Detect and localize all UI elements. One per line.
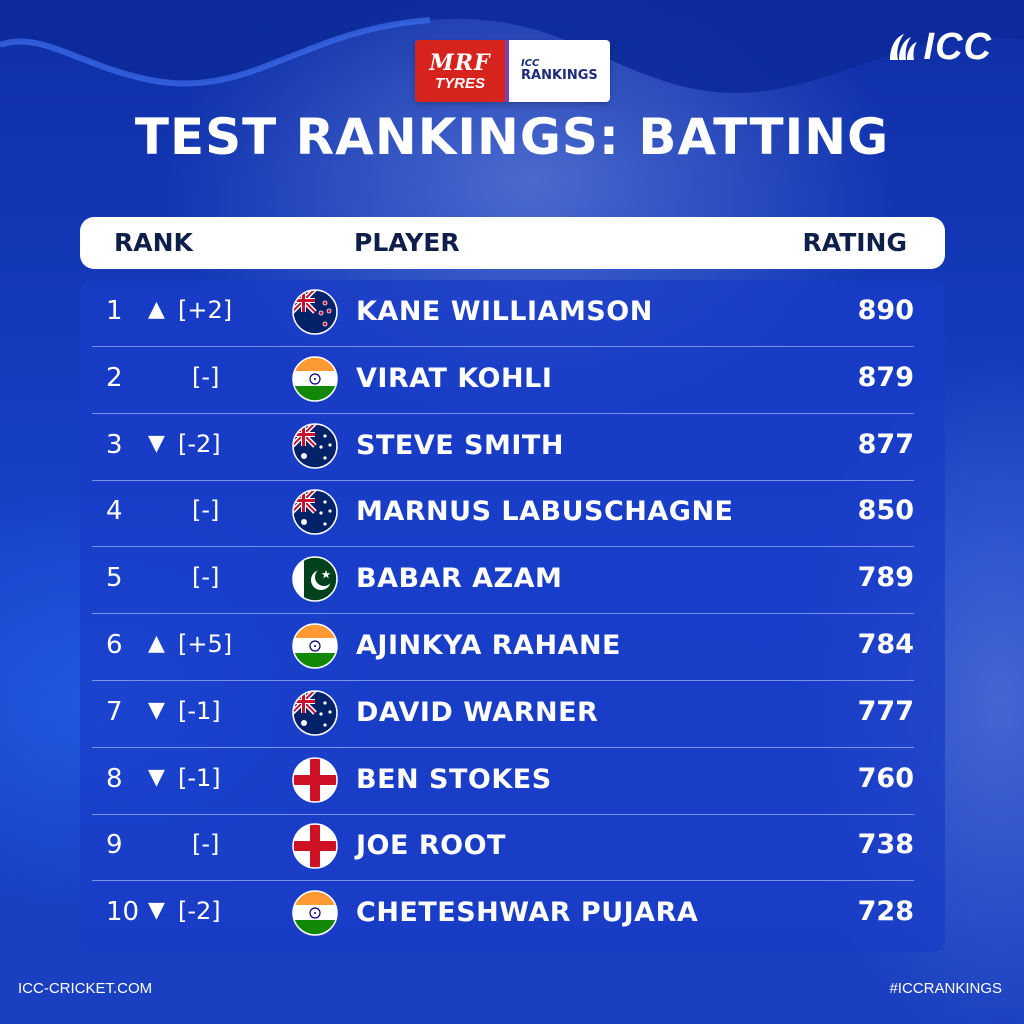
footer-website: ICC-CRICKET.COM	[18, 980, 153, 997]
decorative-wave	[0, 0, 1024, 93]
pakistan-flag-icon	[292, 556, 338, 602]
table-row: 7 ▼ [-1] DAVID WARNER 777	[92, 681, 914, 748]
rank-change: [-]	[192, 830, 220, 859]
arrow-up-icon: ▲	[148, 631, 165, 656]
rank-change: [-]	[192, 362, 220, 391]
rank-change: [-2]	[178, 897, 221, 926]
arrow-down-icon: ▼	[148, 764, 165, 790]
rank-change: [-]	[192, 496, 220, 525]
rank-number: 6	[106, 630, 123, 660]
rank-number: 3	[106, 429, 123, 460]
header-rank: RANK	[114, 228, 193, 257]
rank-change: [-1]	[178, 696, 221, 725]
icc-rankings-logo: ICC RANKINGS	[505, 40, 610, 102]
table-row: 5 [-] BABAR AZAM 789	[92, 547, 914, 615]
new-zealand-flag-icon	[292, 289, 338, 335]
player-rating: 738	[857, 829, 914, 861]
player-name: MARNUS LABUSCHAGNE	[356, 496, 734, 528]
australia-flag-icon	[292, 422, 338, 469]
rank-number: 1	[106, 296, 123, 326]
table-row: 2 [-] VIRAT KOHLI 879	[92, 347, 914, 414]
player-rating: 760	[857, 762, 914, 794]
rank-change: [-1]	[178, 763, 221, 792]
australia-flag-icon	[292, 489, 338, 536]
table-row: 8 ▼ [-1] BEN STOKES 760	[92, 748, 914, 815]
rank-number: 9	[106, 830, 123, 861]
player-name: KANE WILLIAMSON	[356, 296, 653, 327]
page-title: TEST RANKINGS: BATTING	[134, 108, 890, 166]
rankings-panel	[80, 280, 945, 952]
player-name: JOE ROOT	[356, 830, 506, 862]
player-rating: 890	[857, 295, 914, 326]
player-name: BABAR AZAM	[356, 563, 563, 595]
table-row: 3 ▼ [-2] STEVE SMITH 877	[92, 414, 914, 481]
icc-emblem-icon	[889, 33, 917, 60]
arrow-up-icon: ▲	[148, 297, 165, 322]
rank-number: 8	[106, 763, 123, 794]
india-flag-icon	[292, 890, 338, 936]
rank-change: [-2]	[178, 429, 221, 458]
table-row: 1 ▲ [+2] KANE WILLIAMSON 890	[92, 280, 914, 347]
header-rating: RATING	[802, 228, 907, 257]
rank-change: [+2]	[178, 296, 233, 324]
footer-hashtag: #ICCRANKINGS	[889, 980, 1002, 997]
rank-number: 10	[106, 897, 140, 928]
player-rating: 777	[857, 695, 914, 727]
rank-number: 2	[106, 362, 123, 393]
player-name: AJINKYA RAHANE	[356, 630, 621, 661]
table-row: 9 [-] JOE ROOT 738	[92, 814, 914, 882]
table-header: RANK PLAYER RATING	[80, 217, 945, 269]
england-flag-icon	[292, 823, 338, 870]
arrow-down-icon: ▼	[148, 898, 165, 924]
player-name: STEVE SMITH	[356, 429, 564, 461]
player-rating: 879	[857, 361, 914, 393]
table-row: 4 [-] MARNUS LABUSCHAGNE 850	[92, 480, 914, 548]
india-flag-icon	[292, 623, 338, 669]
rank-number: 7	[106, 696, 123, 727]
icc-logo: ICC	[884, 26, 992, 69]
rank-number: 5	[106, 563, 123, 594]
rank-change: [-]	[192, 563, 220, 592]
player-name: VIRAT KOHLI	[356, 362, 553, 394]
player-rating: 728	[857, 896, 914, 928]
player-name: CHETESHWAR PUJARA	[356, 897, 699, 929]
player-rating: 850	[857, 495, 914, 527]
arrow-down-icon: ▼	[148, 430, 165, 456]
player-name: BEN STOKES	[356, 763, 552, 795]
australia-flag-icon	[292, 690, 338, 736]
india-flag-icon	[292, 356, 338, 402]
rank-number: 4	[106, 496, 123, 527]
player-name: DAVID WARNER	[356, 696, 599, 728]
arrow-down-icon: ▼	[148, 697, 165, 723]
mrf-tyres-logo: MRF TYRES	[415, 40, 505, 102]
player-rating: 784	[857, 629, 914, 660]
rank-change: [+5]	[178, 630, 233, 658]
sponsor-badge: MRF TYRES ICC RANKINGS	[415, 40, 610, 102]
player-rating: 877	[857, 428, 914, 460]
header-player: PLAYER	[354, 228, 460, 257]
england-flag-icon	[292, 756, 338, 803]
player-rating: 789	[857, 562, 914, 594]
table-row: 6 ▲ [+5] AJINKYA RAHANE 784	[92, 614, 914, 681]
table-row: 10 ▼ [-2] CHETESHWAR PUJARA 728	[92, 881, 914, 947]
